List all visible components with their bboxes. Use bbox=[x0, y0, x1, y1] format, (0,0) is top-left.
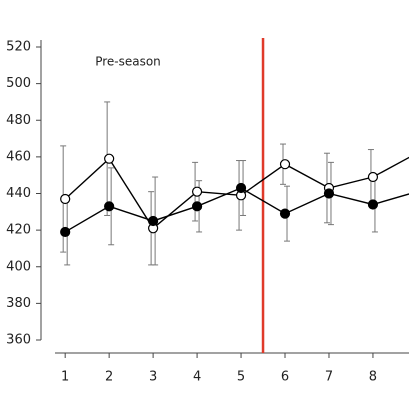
point bbox=[60, 226, 71, 238]
y-tick-label: 440 bbox=[6, 186, 31, 201]
y-tick-label: 480 bbox=[6, 113, 31, 128]
y-tick-label: 360 bbox=[6, 333, 31, 348]
point bbox=[191, 186, 203, 197]
point bbox=[60, 193, 71, 205]
x-tick-label: 3 bbox=[149, 370, 157, 385]
y-tick-label: 500 bbox=[6, 76, 31, 91]
point bbox=[148, 215, 159, 227]
y-tick-label: 460 bbox=[6, 149, 31, 164]
x-tick-label: 2 bbox=[105, 370, 113, 385]
x-tick-label: 7 bbox=[325, 370, 333, 385]
point bbox=[279, 159, 291, 170]
y-tick-label: 520 bbox=[6, 40, 31, 55]
x-tick-label: 5 bbox=[237, 370, 245, 385]
point bbox=[323, 188, 335, 199]
x-tick-label: 1 bbox=[61, 370, 69, 385]
x-tick-label: 4 bbox=[193, 370, 201, 385]
point bbox=[104, 201, 115, 212]
point bbox=[191, 201, 203, 212]
x-tick-label: 8 bbox=[369, 370, 377, 385]
y-tick-label: 420 bbox=[6, 223, 31, 238]
annotation: Pre-season bbox=[95, 55, 161, 69]
point bbox=[104, 153, 115, 164]
point bbox=[367, 171, 379, 183]
point bbox=[235, 182, 247, 194]
x-tick-label: 6 bbox=[281, 370, 289, 385]
point bbox=[279, 208, 291, 219]
y-tick-label: 380 bbox=[6, 296, 31, 311]
y-tick-label: 400 bbox=[6, 259, 31, 274]
point bbox=[367, 199, 379, 210]
